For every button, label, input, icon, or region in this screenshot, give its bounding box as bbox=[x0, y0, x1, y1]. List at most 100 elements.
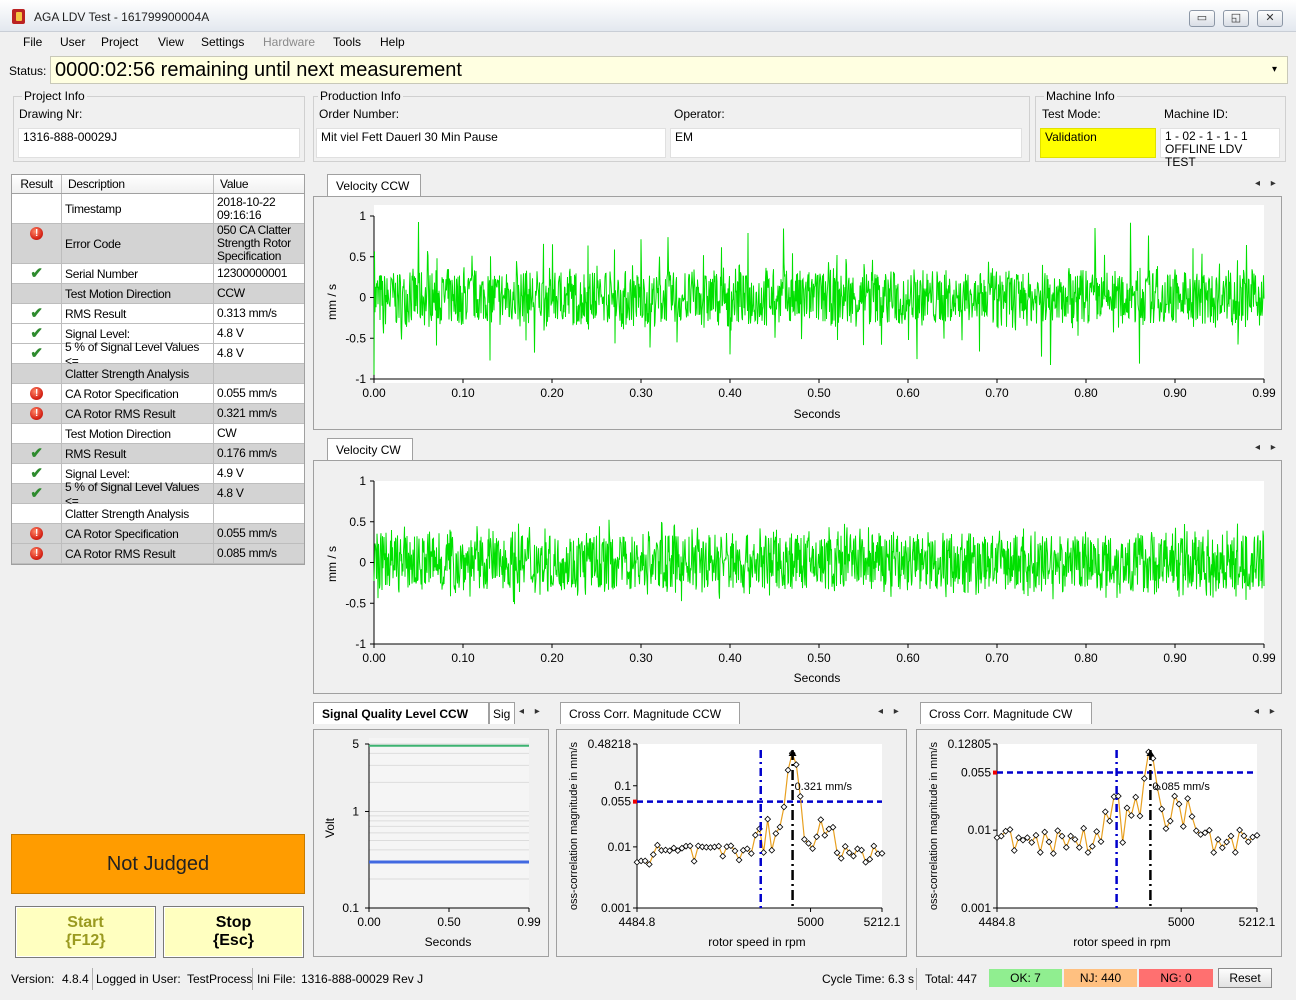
table-row[interactable]: ✔ 5 % of Signal Level Values <= 4.8 V bbox=[12, 480, 304, 508]
results-table[interactable]: Result Description Value Timestamp 2018-1… bbox=[11, 174, 305, 565]
order-number-label: Order Number: bbox=[319, 107, 400, 121]
y-tick-label: 0.055 bbox=[961, 766, 991, 780]
tab-signal-quality-next[interactable]: Sig bbox=[489, 702, 515, 724]
menu-file[interactable]: File bbox=[23, 35, 43, 49]
tab-velocity-cw[interactable]: Velocity CW bbox=[327, 438, 413, 460]
x-tick-label: 0.99 bbox=[1252, 651, 1276, 665]
menu-user[interactable]: User bbox=[60, 35, 86, 49]
data-point bbox=[801, 836, 808, 843]
tab-scroll-icon[interactable]: ◂ ▸ bbox=[878, 706, 903, 717]
data-point bbox=[1093, 828, 1101, 835]
test-mode-label: Test Mode: bbox=[1042, 107, 1101, 121]
menu-bar: File User Project View Settings Hardware… bbox=[0, 32, 1296, 52]
data-point bbox=[1097, 838, 1105, 846]
maximize-button[interactable]: ◱ bbox=[1223, 10, 1249, 27]
tab-cross-corr-ccw[interactable]: Cross Corr. Magnitude CCW bbox=[560, 702, 740, 724]
data-point bbox=[1132, 793, 1140, 801]
menu-tools[interactable]: Tools bbox=[333, 35, 362, 49]
y-tick-label: 1 bbox=[352, 804, 359, 818]
data-point bbox=[821, 831, 829, 839]
header-value[interactable]: Value bbox=[220, 176, 249, 191]
description-cell: Test Motion Direction bbox=[62, 424, 214, 443]
nj-count: NJ: 440 bbox=[1064, 969, 1137, 987]
check-icon: ✔ bbox=[30, 444, 43, 462]
threshold-marker bbox=[633, 799, 637, 804]
data-point bbox=[813, 833, 821, 841]
table-row[interactable]: ! CA Rotor RMS Result 0.085 mm/s bbox=[12, 544, 304, 564]
tab-signal-quality-ccw[interactable]: Signal Quality Level CCW bbox=[313, 702, 489, 724]
data-point bbox=[752, 831, 759, 839]
header-description[interactable]: Description bbox=[62, 175, 214, 193]
x-tick-label: 0.80 bbox=[1074, 386, 1098, 400]
value-cell: 12300000001 bbox=[217, 266, 288, 280]
data-point bbox=[829, 823, 837, 831]
value-cell: CCW bbox=[217, 286, 245, 300]
table-row[interactable]: Clatter Strength Analysis bbox=[12, 364, 304, 384]
table-row[interactable]: ! CA Rotor Specification 0.055 mm/s bbox=[12, 384, 304, 404]
data-point bbox=[641, 857, 649, 865]
x-tick-label: 5000 bbox=[1168, 915, 1195, 929]
tab-scroll-icon[interactable]: ◂ ▸ bbox=[519, 706, 544, 717]
tab-scroll-icon[interactable]: ◂ ▸ bbox=[1255, 442, 1280, 453]
data-point bbox=[1188, 813, 1196, 820]
project-info-title: Project Info bbox=[22, 89, 87, 103]
close-button[interactable]: ✕ bbox=[1257, 10, 1283, 27]
table-row[interactable]: Timestamp 2018-10-22 09:16:16 bbox=[12, 194, 304, 224]
menu-view[interactable]: View bbox=[158, 35, 184, 49]
table-row[interactable]: ! Error Code 050 CA Clatter Strength Rotor… bbox=[12, 224, 304, 264]
x-tick-label: 5000 bbox=[797, 915, 824, 929]
start-button[interactable]: Start {F12} bbox=[15, 906, 156, 958]
menu-help[interactable]: Help bbox=[380, 35, 405, 49]
data-point bbox=[1032, 831, 1040, 839]
description-cell: Signal Level: bbox=[62, 464, 214, 483]
version-value: 4.8.4 bbox=[62, 972, 89, 986]
tab-scroll-icon[interactable]: ◂ ▸ bbox=[1255, 178, 1280, 189]
y-tick-label: -0.5 bbox=[345, 331, 366, 345]
x-tick-label: 0.40 bbox=[718, 651, 742, 665]
data-point bbox=[649, 851, 657, 858]
data-point bbox=[735, 856, 743, 864]
data-point bbox=[1205, 826, 1213, 834]
drawing-label: Drawing Nr: bbox=[19, 107, 83, 121]
menu-project[interactable]: Project bbox=[101, 35, 139, 49]
stop-button[interactable]: Stop {Esc} bbox=[163, 906, 304, 958]
cycle-time: Cycle Time: 6.3 s bbox=[822, 972, 915, 986]
description-cell: Test Motion Direction bbox=[62, 284, 214, 303]
value-cell: 4.8 V bbox=[217, 486, 244, 500]
table-row[interactable]: ✔ 5 % of Signal Level Values <= 4.8 V bbox=[12, 340, 304, 368]
x-tick-label: 0.10 bbox=[451, 651, 475, 665]
description-cell: Serial Number bbox=[62, 264, 214, 283]
table-row[interactable]: ✔ RMS Result 0.176 mm/s bbox=[12, 444, 304, 464]
table-row[interactable]: ! CA Rotor RMS Result 0.321 mm/s bbox=[12, 404, 304, 424]
table-row[interactable]: ✔ Signal Level: 4.9 V bbox=[12, 464, 304, 484]
description-cell: CA Rotor RMS Result bbox=[62, 404, 214, 423]
table-row[interactable]: ✔ RMS Result 0.313 mm/s bbox=[12, 304, 304, 324]
signal-quality-plot-area bbox=[369, 738, 529, 908]
tab-scroll-icon[interactable]: ◂ ▸ bbox=[1254, 706, 1279, 717]
error-icon: ! bbox=[30, 547, 43, 560]
table-row[interactable]: ✔ Signal Level: 4.8 V bbox=[12, 324, 304, 344]
tab-cross-corr-cw[interactable]: Cross Corr. Magnitude CW bbox=[920, 702, 1092, 724]
signal-quality-panel: 5 1 0.1 0.00 0.50 0.99 Volt Seconds bbox=[313, 729, 549, 957]
tab-velocity-ccw[interactable]: Velocity CCW bbox=[327, 174, 421, 196]
x-tick-label: 0.50 bbox=[807, 651, 831, 665]
header-result[interactable]: Result bbox=[12, 175, 62, 193]
data-point bbox=[862, 858, 870, 866]
error-icon: ! bbox=[30, 387, 43, 400]
data-point bbox=[768, 846, 776, 854]
minimize-button[interactable]: ▭ bbox=[1189, 10, 1215, 27]
value-cell: 0.313 mm/s bbox=[217, 306, 277, 320]
result-cell bbox=[12, 424, 62, 443]
table-row[interactable]: ! CA Rotor Specification 0.055 mm/s bbox=[12, 524, 304, 544]
menu-settings[interactable]: Settings bbox=[201, 35, 245, 49]
error-icon: ! bbox=[30, 227, 43, 240]
y-tick-label: 0.01 bbox=[968, 823, 992, 837]
table-row[interactable]: ✔ Serial Number 12300000001 bbox=[12, 264, 304, 284]
description-cell: RMS Result bbox=[62, 444, 214, 463]
reset-button[interactable]: Reset bbox=[1218, 968, 1272, 988]
table-row[interactable]: Clatter Strength Analysis bbox=[12, 504, 304, 524]
app-icon bbox=[12, 9, 25, 24]
status-dropdown-icon[interactable]: ▾ bbox=[1272, 64, 1278, 75]
table-row[interactable]: Test Motion Direction CW bbox=[12, 424, 304, 444]
table-row[interactable]: Test Motion Direction CCW bbox=[12, 284, 304, 304]
